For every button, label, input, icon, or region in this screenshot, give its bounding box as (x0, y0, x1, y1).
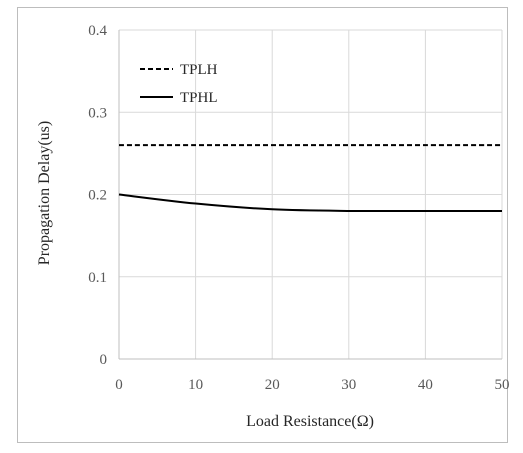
legend: TPLH TPHL (140, 62, 218, 106)
y-tick-label: 0.2 (88, 188, 107, 204)
y-tick-labels: 0 0.1 0.2 0.3 0.4 (88, 23, 107, 368)
y-axis-label: Propagation Delay(us) (36, 121, 53, 265)
grid (119, 29, 503, 359)
legend-label-tplh: TPLH (180, 62, 218, 78)
x-tick-label: 0 (115, 377, 123, 393)
x-axis-label: Load Resistance(Ω) (246, 413, 374, 430)
series-lines (118, 144, 502, 213)
chart-frame (17, 7, 508, 443)
x-tick-label: 50 (495, 377, 510, 393)
x-tick-label: 30 (341, 377, 356, 393)
legend-label-tphl: TPHL (180, 90, 218, 106)
x-tick-labels: 0 10 20 30 40 50 (115, 377, 509, 393)
x-tick-label: 20 (265, 377, 280, 393)
y-tick-label: 0.4 (88, 23, 107, 39)
x-tick-label: 40 (418, 377, 433, 393)
series-line-tphl (118, 193, 502, 213)
y-tick-label: 0.1 (88, 270, 107, 286)
y-tick-label: 0.3 (88, 105, 107, 121)
y-tick-label: 0 (100, 352, 108, 368)
x-tick-label: 10 (188, 377, 203, 393)
